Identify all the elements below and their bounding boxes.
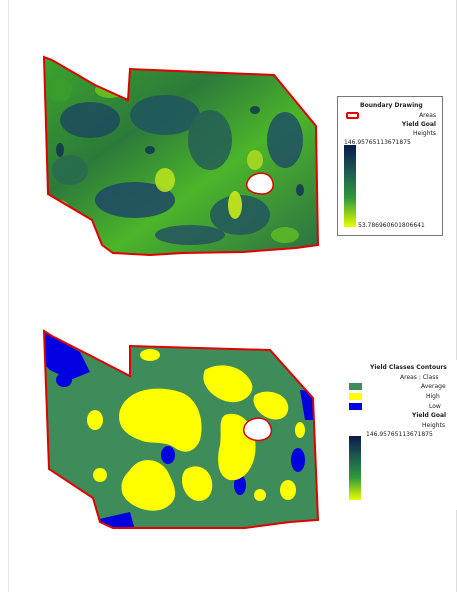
areas-swatch [346,112,359,119]
page-margin-line [8,0,9,592]
areas-class-label: Areas : Class [400,374,439,381]
low-label: Low [429,403,441,410]
heights-label: Heights [413,130,436,137]
areas-label: Areas [419,112,436,119]
average-swatch [349,383,362,390]
excluded-area [245,172,274,195]
ramp-min-label: 53.786960601806641 [358,222,425,229]
legend-yield-classes: Yield Classes Contours Areas : Class Ave… [346,360,457,510]
legend-boundary-drawing: Boundary Drawing Areas Yield Goal Height… [337,96,443,236]
high-swatch [349,393,362,400]
high-class-areas [87,349,305,511]
ramp-max-label: 146.95765113671875 [344,139,411,146]
low-swatch [349,403,362,410]
legend-title: Boundary Drawing [360,102,423,109]
yield-goal-title: Yield Goal [401,121,436,128]
high-label: High [426,393,440,400]
field-boundary-contours [42,329,320,529]
heights-label: Heights [422,422,445,429]
color-ramp [349,436,361,500]
field-boundary [42,55,320,257]
ramp-max-label: 146.95765113671875 [366,431,433,438]
color-ramp [344,145,356,227]
excluded-area-contours [243,417,273,442]
yield-heatmap [44,57,318,255]
yield-goal-title: Yield Goal [412,412,447,419]
average-label: Average [421,383,446,390]
yield-class-map [44,331,318,528]
legend-title: Yield Classes Contours [370,364,447,371]
